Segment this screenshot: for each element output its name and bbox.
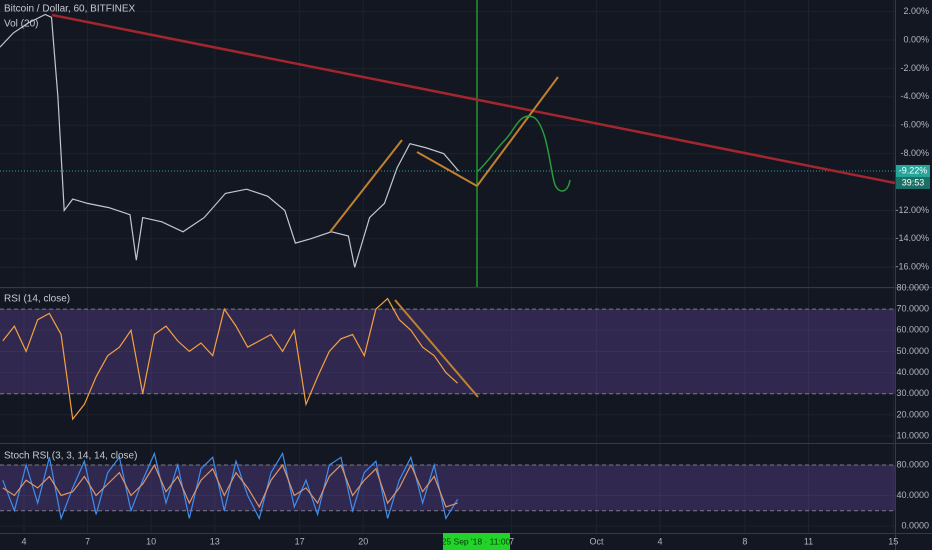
stoch-title: Stoch RSI (3, 3, 14, 14, close) [4,451,137,462]
x-tick-label: 11 [804,536,813,546]
band-fill [0,309,895,394]
symbol-title: Bitcoin / Dollar, 60, BITFINEX [4,4,135,15]
x-tick-label: 4 [21,536,26,546]
y-tick-label: 40.0000 [896,367,929,377]
price-line [2,297,459,421]
y-tick-label: -8.00% [900,148,929,158]
y-tick-label: 10.0000 [896,430,929,440]
y-tick-label: 0.00% [903,34,929,44]
last-price-label: -9.22% [899,165,928,175]
countdown-label: 39:53 [902,177,925,187]
y-tick-label: 30.0000 [896,388,929,398]
countdown-box [896,176,930,189]
x-tick-label: 15 [888,536,898,546]
y-tick-label: 80.0000 [896,282,929,292]
y-tick-label: -2.00% [900,63,929,73]
y-tick-label: 70.0000 [896,304,929,314]
trend-line [51,13,896,185]
x-tick-label: 8 [742,536,747,546]
x-tick-label: 7 [509,536,514,546]
trend-line [476,76,559,187]
y-tick-label: 60.0000 [896,325,929,335]
series-line [2,451,459,521]
y-tick-label: 50.0000 [896,346,929,356]
x-tick-label: 17 [295,536,305,546]
y-tick-label: -16.00% [895,262,929,272]
y-tick-label: 20.0000 [896,409,929,419]
crosshair-box [443,533,510,550]
x-tick-label: 20 [358,536,368,546]
y-tick-label: 40.0000 [896,490,929,500]
rsi-title: RSI (14, close) [4,294,70,305]
y-tick-label: 80.0000 [896,459,929,469]
drawing-curve [476,115,571,192]
crosshair-label: 25 Sep '18 · 11:00 [442,536,511,546]
volume-label: Vol (20) [4,19,38,30]
series-line [2,463,458,509]
x-tick-label: 10 [146,536,156,546]
price-line [0,13,460,268]
x-tick-label: 7 [85,536,90,546]
y-tick-label: 0.0000 [901,520,929,530]
y-tick-label: 2.00% [903,6,929,16]
x-tick-label: 13 [210,536,220,546]
trend-line [394,299,479,398]
y-tick-label: -14.00% [895,233,929,243]
y-tick-label: -12.00% [895,205,929,215]
y-tick-label: -4.00% [900,91,929,101]
last-price-box [896,164,930,177]
y-tick-label: -6.00% [900,120,929,130]
trend-line [329,139,403,233]
x-tick-label: 4 [658,536,663,546]
trend-line [416,151,478,187]
x-tick-label: Oct [589,536,604,546]
